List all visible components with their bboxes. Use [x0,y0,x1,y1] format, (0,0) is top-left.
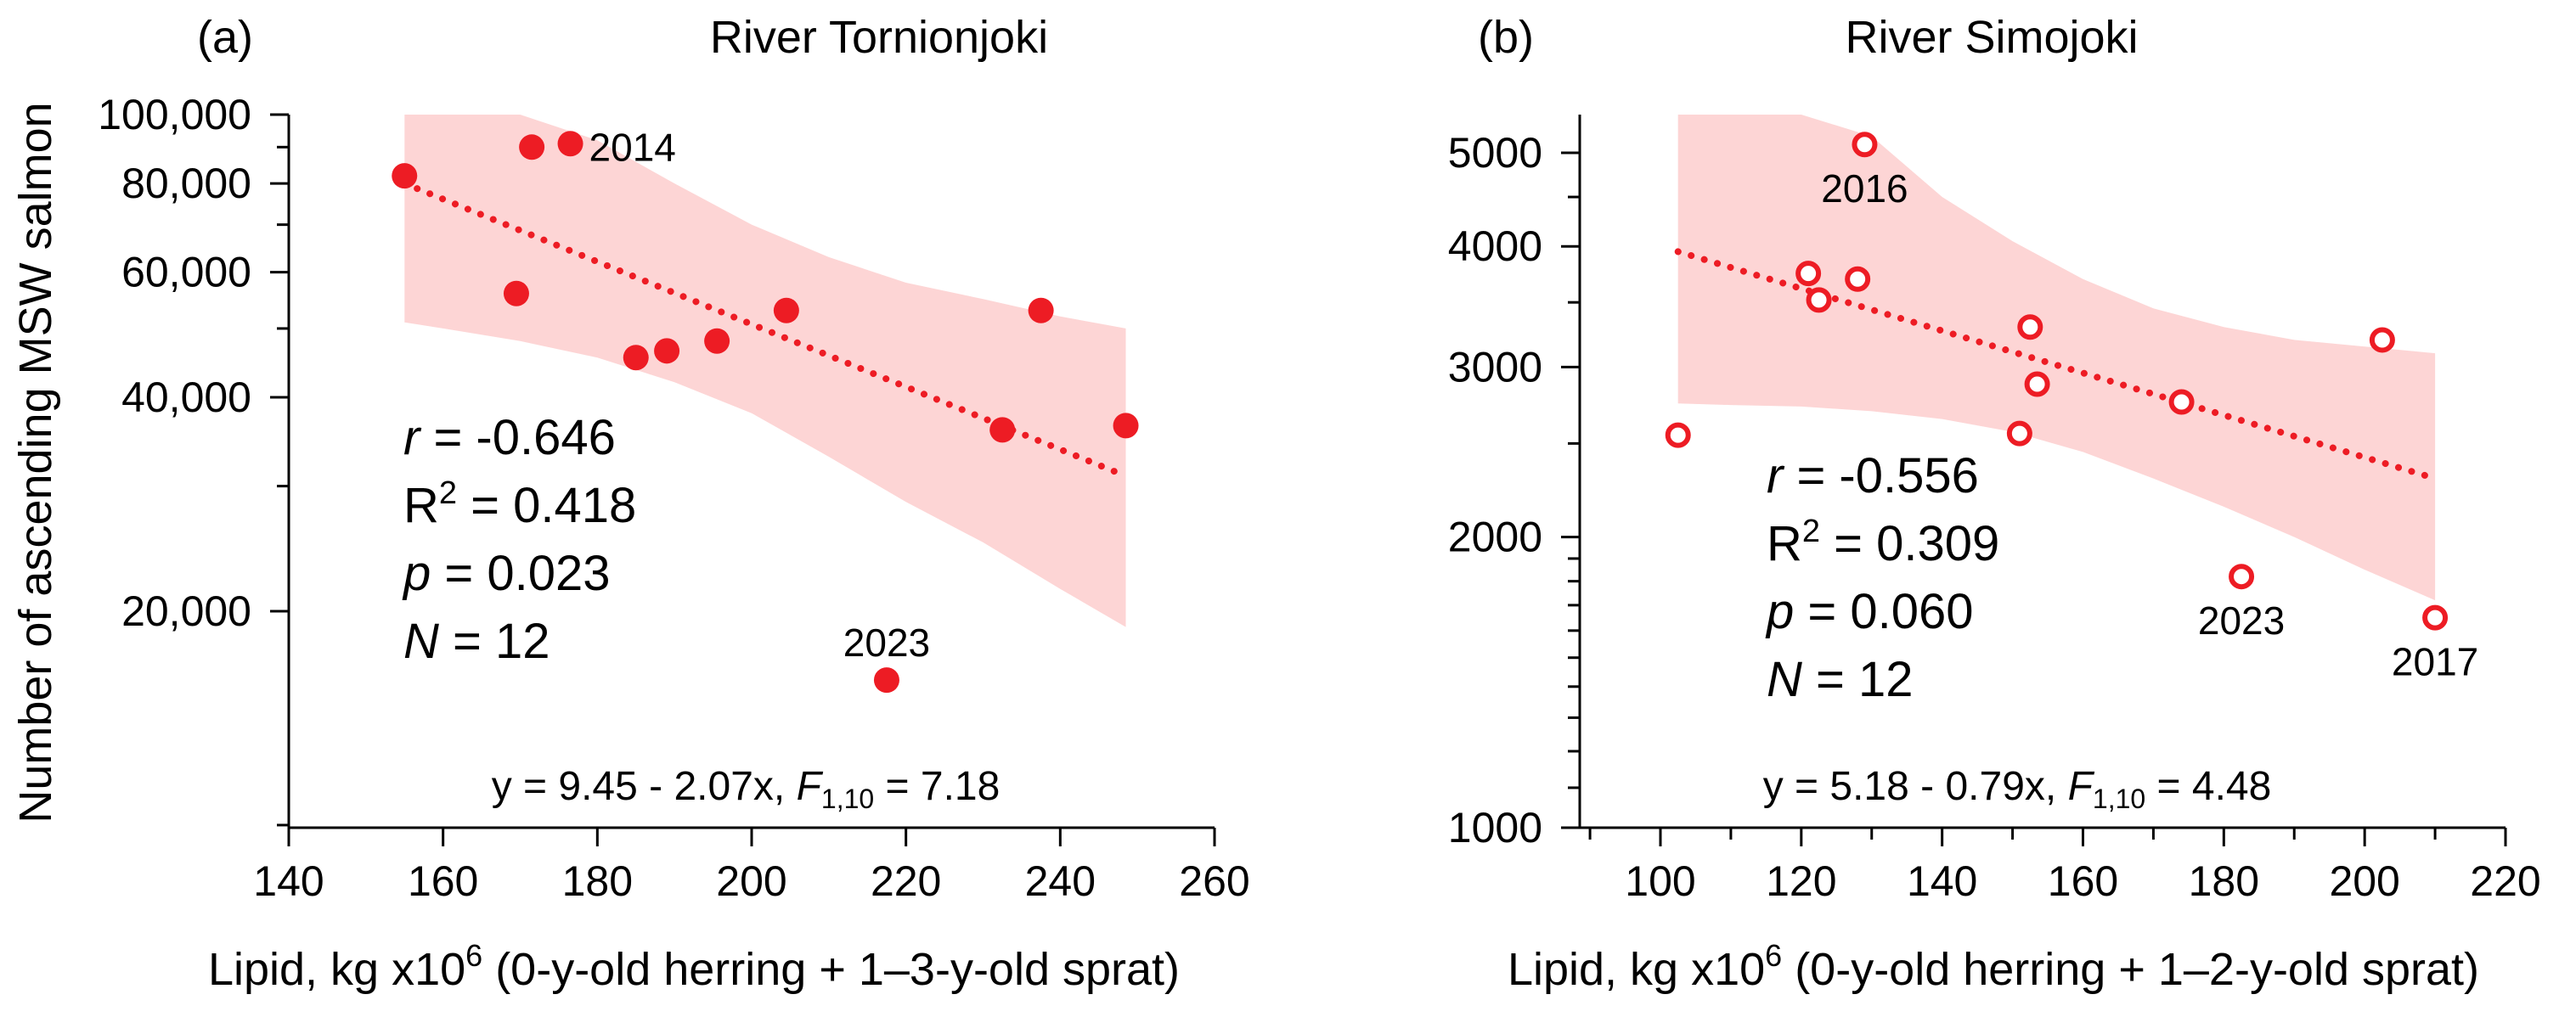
panel-a-stat-r2: R2 = 0.418 [403,475,636,533]
panel-a-data-point [519,134,545,160]
panel-a-data-point [392,163,418,189]
panel-b-annotation-2017: 2017 [2392,640,2478,684]
panel-a-x-tick-label: 160 [408,857,478,905]
panel-b-stat-n: N = 12 [1767,652,1914,707]
panel-b-band-area [1677,115,2436,601]
panel-a-data-point [623,345,649,371]
panel-a-data-point [557,131,583,157]
panel-b-stat-p: p = 0.060 [1765,584,1974,639]
panel-b-title: River Simojoki [1845,12,2138,63]
panel-a-y-tick-label: 20,000 [121,587,251,635]
panel-b-data-point [1665,422,1691,448]
panel-a-data-point [773,297,799,323]
panel-b-fit-line [1674,248,2439,482]
panel-b-equation: y = 5.18 - 0.79x, F1,10 = 4.48 [1763,764,2272,814]
panel-b-annotation-2016: 2016 [1821,166,1908,211]
panel-a-x-tick-label: 200 [716,857,786,905]
panel-b-data-point [2168,389,2195,415]
panel-a-equation: y = 9.45 - 2.07x, F1,10 = 7.18 [492,764,1001,814]
panel-a-confidence-band [404,115,1126,627]
panel-b-points [1665,132,2449,631]
panel-b-x-tick-label: 140 [1907,857,1977,905]
panel-a-x-tick-label: 140 [253,857,324,905]
panel-b-y-tick-label: 2000 [1448,514,1542,561]
panel-a-stat-p: p = 0.023 [402,546,611,601]
panel-a-data-point [989,417,1016,443]
panel-b-data-point [2369,327,2395,353]
panel-b-x-tick-label: 160 [2048,857,2118,905]
panel-a-x-tick-label: 240 [1025,857,1096,905]
panel-a-data-point [1113,413,1139,439]
panel-a-tornionjoki: (a) River Tornionjoki r = -0.646 R2 = 0.… [98,12,1249,995]
panel-a-annotation-2023: 2023 [843,621,930,665]
panel-a-x-tick-label: 180 [562,857,633,905]
panel-a-labels: (a) River Tornionjoki r = -0.646 R2 = 0.… [98,12,1249,995]
panel-b-stat-r: r = -0.556 [1767,448,1979,503]
panel-b-y-tick-label: 1000 [1448,804,1542,851]
panel-a-stat-n: N = 12 [403,614,550,669]
panel-a-label: (a) [197,12,253,63]
panel-b-x-tick-label: 180 [2189,857,2259,905]
panel-b-data-point [2006,420,2032,447]
panel-b-confidence-band [1677,115,2436,601]
panel-a-x-tick-label: 220 [871,857,941,905]
panel-a-data-point [873,667,899,694]
panel-a-y-tick-label: 40,000 [121,374,251,421]
panel-a-data-point [704,328,730,354]
panel-b-simojoki: (b) River Simojoki r = -0.556 R2 = 0.309… [1448,12,2541,995]
panel-a-band-area [404,115,1126,627]
panel-b-x-tick-label: 100 [1625,857,1695,905]
panel-b-data-point [2422,604,2449,631]
panel-b-x-axis-title: Lipid, kg x106 (0-y-old herring + 1–2-y-… [1508,938,2479,995]
panel-b-data-point [2017,314,2043,340]
panel-b-x-tick-label: 120 [1766,857,1836,905]
panel-b-data-point [1806,287,1832,313]
panel-b-annotation-2023: 2023 [2198,598,2285,643]
panel-b-axes [1561,115,2507,846]
y-axis-title: Number of ascending MSW salmon [10,102,61,823]
panel-a-y-tick-label: 80,000 [121,160,251,207]
panel-b-regression-line [1674,248,2439,482]
panel-b-y-tick-label: 5000 [1448,129,1542,177]
panel-b-data-point [1845,266,1871,292]
panel-b-x-tick-label: 200 [2329,857,2399,905]
panel-a-axes [270,113,1216,846]
panel-b-data-point [1795,261,1822,287]
panel-a-y-tick-label: 60,000 [121,249,251,296]
panel-a-data-point [654,338,680,364]
panel-b-data-point [1852,132,1878,158]
panel-b-labels: (b) River Simojoki r = -0.556 R2 = 0.309… [1448,12,2541,995]
panel-b-data-point [2229,564,2255,590]
panel-b-label: (b) [1478,12,1534,63]
panel-a-data-point [503,280,529,306]
panel-a-x-tick-label: 260 [1179,857,1249,905]
panel-b-stat-r2: R2 = 0.309 [1767,514,1999,571]
panel-b-y-tick-label: 4000 [1448,222,1542,270]
panel-b-y-tick-label: 3000 [1448,343,1542,391]
panel-b-data-point [2024,371,2050,397]
panel-a-title: River Tornionjoki [710,12,1048,63]
panel-a-annotation-2014: 2014 [589,125,676,169]
panel-a-data-point [1028,297,1054,323]
panel-b-x-tick-label: 220 [2470,857,2540,905]
panel-a-points [392,131,1139,694]
panel-a-y-tick-label: 100,000 [98,91,251,138]
panel-a-x-axis-title: Lipid, kg x106 (0-y-old herring + 1–3-y-… [208,938,1180,995]
panel-a-stat-r: r = -0.646 [403,410,616,465]
